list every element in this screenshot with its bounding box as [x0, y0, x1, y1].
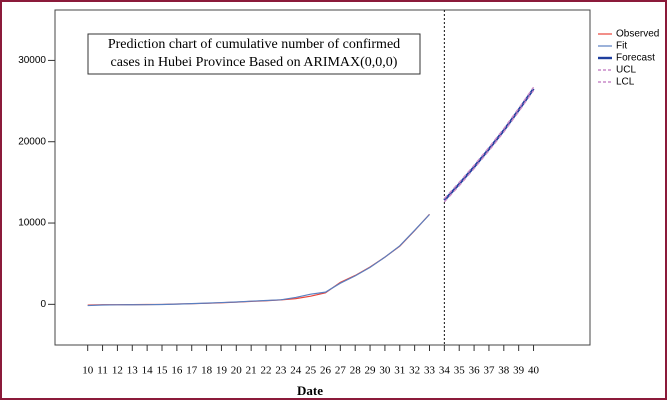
legend-label: UCL: [616, 65, 636, 76]
y-tick-label: 30000: [18, 55, 46, 66]
x-tick-label: 25: [305, 365, 317, 377]
series-line: [443, 90, 535, 203]
x-tick-label: 11: [97, 365, 108, 377]
x-tick-label: 37: [483, 365, 495, 377]
legend-label: Observed: [616, 29, 659, 40]
x-tick-label: 17: [186, 365, 198, 377]
annotation: cases in Hubei Province Based on ARIMAX(…: [111, 55, 398, 70]
x-tick-label: 27: [335, 365, 347, 377]
x-tick-label: 24: [290, 365, 302, 377]
x-tick-label: 13: [127, 365, 139, 377]
x-tick-label: 30: [379, 365, 391, 377]
x-tick-label: 12: [112, 365, 123, 377]
x-tick-label: 21: [246, 365, 257, 377]
x-tick-label: 40: [528, 365, 540, 377]
x-tick-label: 32: [409, 365, 420, 377]
legend-label: Forecast: [616, 53, 655, 64]
x-tick-label: 10: [82, 365, 94, 377]
x-tick-label: 19: [216, 365, 228, 377]
x-tick-label: 16: [171, 365, 183, 377]
series-line: [443, 86, 535, 200]
legend-label: LCL: [616, 77, 635, 88]
x-tick-label: 38: [498, 365, 510, 377]
x-tick-label: 31: [394, 365, 405, 377]
x-tick-label: 14: [142, 365, 154, 377]
x-tick-label: 15: [157, 365, 169, 377]
x-tick-label: 26: [320, 365, 332, 377]
x-tick-label: 18: [201, 365, 213, 377]
x-tick-label: 39: [513, 365, 525, 377]
y-tick-label: 10000: [18, 218, 46, 229]
y-tick-label: 0: [40, 299, 46, 310]
x-tick-label: 28: [350, 365, 362, 377]
annotation: Prediction chart of cumulative number of…: [108, 37, 400, 52]
plot-area: [54, 9, 591, 346]
x-tick-label: 33: [424, 365, 436, 377]
x-axis-label: Date: [297, 383, 323, 398]
x-tick-label: 36: [469, 365, 481, 377]
series-line: [87, 214, 430, 307]
x-tick-label: 35: [454, 365, 466, 377]
x-tick-label: 20: [231, 365, 243, 377]
y-tick-label: 20000: [18, 136, 46, 147]
x-tick-label: 29: [365, 365, 377, 377]
x-tick-label: 34: [439, 365, 451, 377]
x-tick-label: 23: [275, 365, 287, 377]
annotation-box: [87, 33, 421, 75]
legend-label: Fit: [616, 41, 627, 52]
series-line: [443, 88, 535, 202]
x-tick-label: 22: [261, 365, 272, 377]
